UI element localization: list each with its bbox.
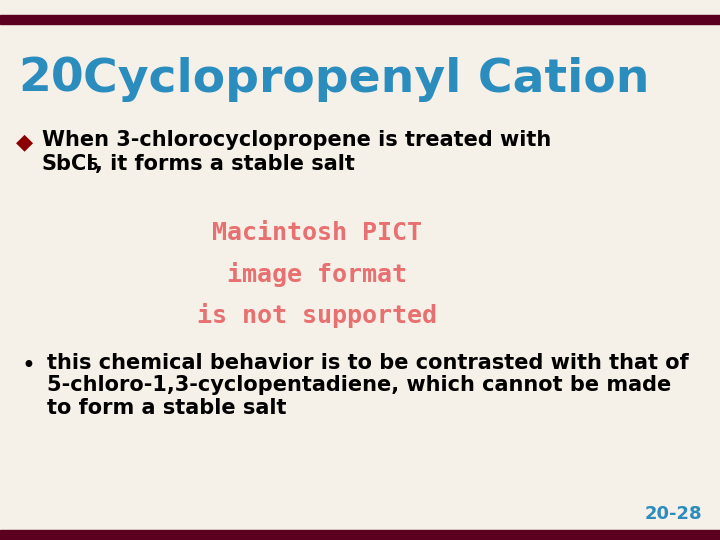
Text: to form a stable salt: to form a stable salt (47, 398, 287, 418)
Text: 20: 20 (18, 57, 84, 102)
Text: , it forms a stable salt: , it forms a stable salt (95, 154, 355, 174)
Text: this chemical behavior is to be contrasted with that of: this chemical behavior is to be contrast… (47, 353, 688, 373)
Text: 5: 5 (88, 158, 99, 173)
Text: Macintosh PICT: Macintosh PICT (212, 221, 422, 245)
Text: 5-chloro-1,3-cyclopentadiene, which cannot be made: 5-chloro-1,3-cyclopentadiene, which cann… (47, 375, 671, 395)
Text: is not supported: is not supported (197, 303, 437, 328)
Text: 20-28: 20-28 (644, 505, 702, 523)
Text: Cyclopropenyl Cation: Cyclopropenyl Cation (83, 57, 649, 102)
Text: When 3-chlorocyclopropene is treated with: When 3-chlorocyclopropene is treated wit… (42, 130, 551, 150)
Text: image format: image format (227, 262, 407, 287)
Text: SbCl: SbCl (42, 154, 94, 174)
Text: •: • (22, 354, 35, 377)
Text: ◆: ◆ (16, 132, 33, 152)
